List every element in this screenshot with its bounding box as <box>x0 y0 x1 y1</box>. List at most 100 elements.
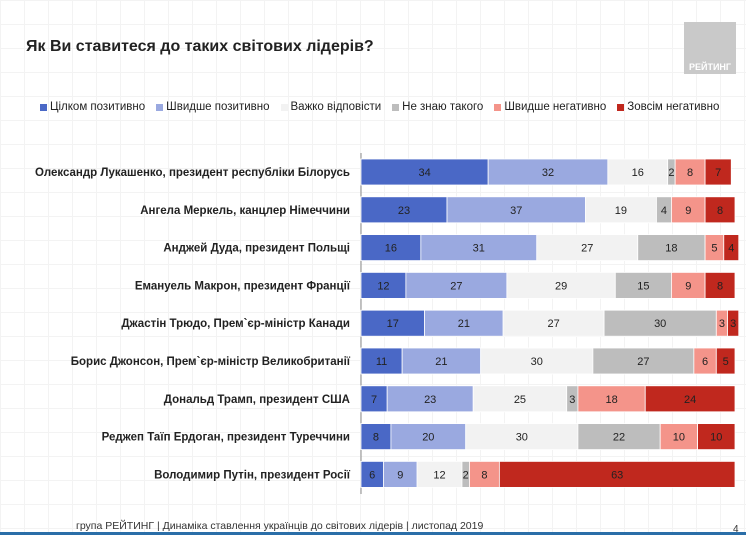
data-label: 3 <box>569 394 575 406</box>
category-label: Реджеп Таїп Ердоган, президент Туреччини <box>102 432 350 444</box>
bar-segment <box>472 385 568 413</box>
legend-item: Швидше негативно <box>494 101 606 113</box>
legend-label: Важко відповісти <box>290 101 382 113</box>
data-label: 8 <box>717 280 723 292</box>
data-label: 5 <box>711 243 717 255</box>
bar-segment <box>416 460 463 488</box>
data-label: 6 <box>702 356 708 368</box>
data-label: 2 <box>668 167 674 179</box>
category-label: Ангела Меркель, канцлер Німеччини <box>140 205 350 217</box>
data-label: 23 <box>424 394 436 406</box>
data-label: 6 <box>369 469 375 481</box>
bar-segment <box>697 423 736 451</box>
legend: Цілком позитивно Швидше позитивно Важко ві… <box>40 101 719 113</box>
data-label: 4 <box>661 205 667 217</box>
data-label: 30 <box>654 318 666 330</box>
data-label: 27 <box>450 280 462 292</box>
category-label: Олександр Лукашенко, президент республік… <box>35 167 350 179</box>
data-label: 9 <box>685 280 691 292</box>
bar-segment <box>704 158 732 186</box>
bar-segment <box>715 347 736 375</box>
data-label: 16 <box>632 167 644 179</box>
data-label: 15 <box>637 280 649 292</box>
data-label: 9 <box>685 205 691 217</box>
data-label: 21 <box>435 356 447 368</box>
legend-swatch <box>40 103 47 111</box>
data-label: 24 <box>684 394 696 406</box>
bar-segment <box>360 271 407 299</box>
data-label: 27 <box>637 356 649 368</box>
data-label: 31 <box>473 243 485 255</box>
category-label: Володимир Путін, президент Росії <box>154 469 351 481</box>
legend-label: Не знаю такого <box>402 101 484 113</box>
bar-segment <box>360 423 392 451</box>
data-label: 19 <box>615 205 627 217</box>
bar-segment <box>446 196 586 224</box>
data-label: 27 <box>581 243 593 255</box>
legend-item: Цілком позитивно <box>40 101 145 113</box>
bar-segment <box>637 234 706 262</box>
logo-text: РЕЙТИНГ <box>688 62 732 72</box>
category-label: Джастін Трюдо, Прем`єр-міністр Канади <box>121 318 350 330</box>
legend-swatch <box>280 103 288 111</box>
bar-segment <box>498 460 736 488</box>
bar-segment <box>704 271 736 299</box>
legend-label: Швидше негативно <box>504 101 607 113</box>
bar-segment <box>360 234 422 262</box>
data-label: 23 <box>398 205 410 217</box>
data-label: 27 <box>547 318 559 330</box>
data-label: 22 <box>613 432 625 444</box>
bar-segment <box>727 309 740 337</box>
bar-segment <box>487 158 609 186</box>
data-label: 8 <box>481 469 487 481</box>
data-label: 9 <box>397 469 403 481</box>
data-label: 8 <box>373 432 379 444</box>
data-label: 5 <box>723 356 729 368</box>
bar-segment <box>723 234 740 262</box>
footer-text: група РЕЙТИНГ | Динаміка ставлення украї… <box>76 520 484 532</box>
data-label: 8 <box>687 167 693 179</box>
legend-swatch <box>494 103 502 111</box>
rating-logo: РЕЙТИНГ <box>684 22 736 74</box>
category-label: Борис Джонсон, Прем`єр-міністр Великобри… <box>71 356 351 368</box>
data-label: 20 <box>422 432 434 444</box>
data-label: 11 <box>376 356 387 368</box>
bar-segment <box>480 347 594 375</box>
bar-segment <box>585 196 657 224</box>
bar-segment <box>465 423 579 451</box>
data-label: 2 <box>463 469 469 481</box>
page-number: 4 <box>733 524 739 535</box>
data-label: 17 <box>387 318 399 330</box>
data-label: 4 <box>728 243 734 255</box>
bar-segment <box>671 271 706 299</box>
data-label: 34 <box>418 167 430 179</box>
data-label: 3 <box>719 318 725 330</box>
bar-segment <box>360 385 388 413</box>
category-label: Дональд Трамп, президент США <box>164 394 350 406</box>
data-label: 7 <box>371 394 377 406</box>
data-label: 30 <box>531 356 543 368</box>
bar-segment <box>506 271 616 299</box>
bar-segment <box>390 423 467 451</box>
category-label: Емануель Макрон, президент Франції <box>135 280 351 292</box>
data-label: 7 <box>715 167 721 179</box>
bar-segment <box>536 234 639 262</box>
legend-item: Швидше позитивно <box>156 101 270 113</box>
data-label: 10 <box>673 432 685 444</box>
legend-label: Зовсім негативно <box>627 101 720 113</box>
bar-segment <box>420 234 538 262</box>
chart-title: Як Ви ставитеся до таких світових лідері… <box>26 38 374 55</box>
data-label: 29 <box>555 280 567 292</box>
legend-item: Важко відповісти <box>280 101 382 113</box>
category-label: Анджей Дуда, президент Польщі <box>163 243 350 255</box>
data-label: 25 <box>514 394 526 406</box>
bar-segment <box>401 347 482 375</box>
data-label: 30 <box>516 432 528 444</box>
data-label: 18 <box>665 243 677 255</box>
bar-segment <box>614 271 672 299</box>
data-label: 32 <box>542 167 554 179</box>
bar-segment <box>704 196 736 224</box>
bar-segment <box>360 347 403 375</box>
bar-segment <box>603 309 717 337</box>
